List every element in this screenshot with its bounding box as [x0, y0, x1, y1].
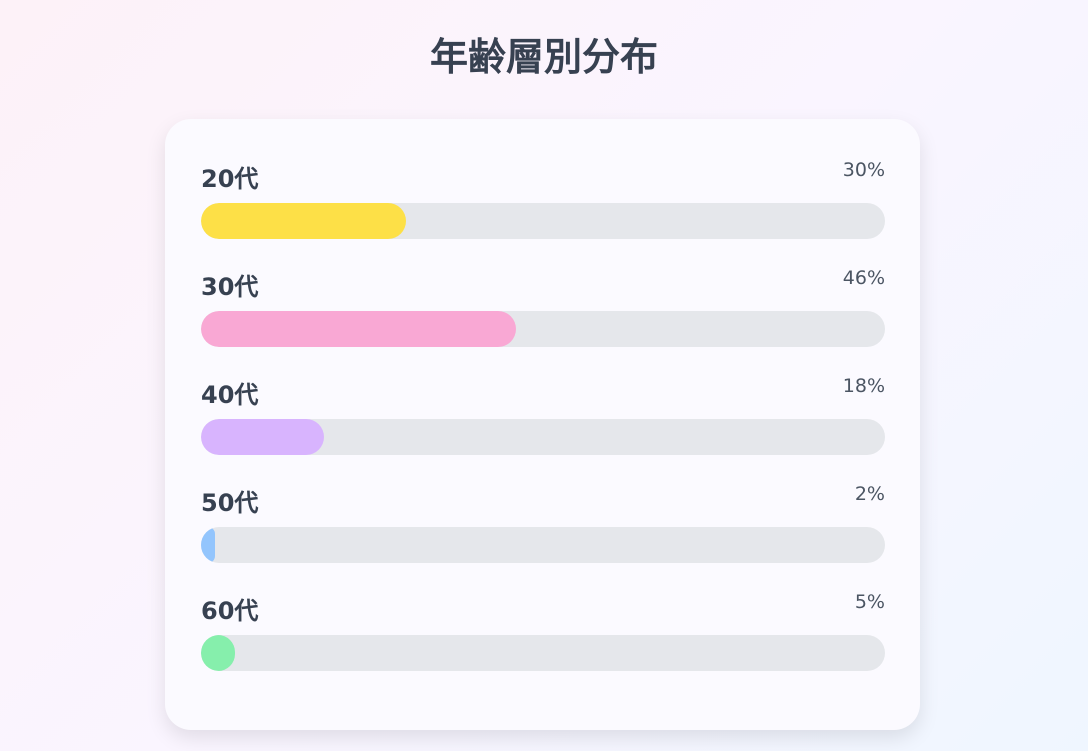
- value-label: 5%: [854, 591, 885, 613]
- bar-track: [201, 635, 885, 671]
- bar-track: [201, 203, 885, 239]
- distribution-card: 20代 30% 30代 46% 40代 18% 50代 2% 60代 5%: [165, 119, 920, 730]
- bar-fill: [201, 311, 516, 347]
- category-label: 40代: [201, 381, 259, 409]
- category-label: 60代: [201, 597, 259, 625]
- value-label: 2%: [854, 483, 885, 505]
- bar-track: [201, 527, 885, 563]
- bar-fill: [201, 527, 215, 563]
- bar-track: [201, 419, 885, 455]
- value-label: 30%: [842, 159, 885, 181]
- category-label: 50代: [201, 489, 259, 517]
- value-label: 46%: [842, 267, 885, 289]
- category-label: 20代: [201, 165, 259, 193]
- category-label: 30代: [201, 273, 259, 301]
- bar-fill: [201, 419, 325, 455]
- bar-track: [201, 311, 885, 347]
- bar-fill: [201, 635, 236, 671]
- page-title: 年齢層別分布: [429, 35, 658, 79]
- value-label: 18%: [842, 375, 885, 397]
- bar-fill: [201, 203, 407, 239]
